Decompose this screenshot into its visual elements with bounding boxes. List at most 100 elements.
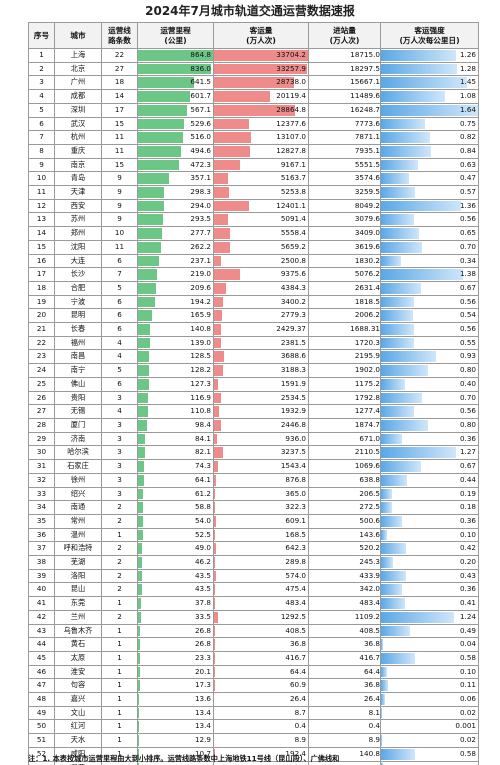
table-row: 40 昆山 2 43.5 475.4 342.0 0.36: [28, 582, 479, 598]
intensity-value: 0.43: [459, 570, 476, 580]
cell-mileage: 864.8: [137, 48, 214, 63]
header-city: 城市: [54, 22, 102, 49]
mileage-bar: [138, 611, 141, 623]
mileage-bar: [138, 282, 157, 294]
mileage-bar: [138, 392, 149, 404]
volume-bar: [214, 611, 218, 623]
cell-city: 合肥: [54, 280, 102, 296]
cell-rank: 3: [28, 75, 55, 91]
cell-volume: 9375.6: [213, 267, 309, 282]
mileage-value: 836.0: [190, 63, 211, 73]
cell-city: 重庆: [54, 143, 102, 159]
cell-intensity: 0.001: [380, 719, 479, 735]
table-row: 50 红河 1 13.4 0.4 0.4 0.001: [28, 719, 479, 735]
cell-mileage: 140.8: [137, 322, 214, 337]
intensity-value: 0.06: [459, 694, 476, 704]
cell-intensity: 0.54: [380, 308, 479, 324]
volume-bar: [214, 365, 223, 376]
intensity-bar: [381, 187, 415, 198]
volume-bar: [214, 378, 219, 390]
cell-mileage: 194.2: [137, 294, 214, 310]
cell-entries: 638.8: [308, 472, 381, 488]
cell-intensity: 0.80: [380, 417, 479, 433]
volume-bar: [214, 543, 216, 555]
volume-value: 5659.2: [280, 241, 306, 251]
intensity-value: 1.45: [459, 77, 476, 87]
cell-mileage: 12.9: [137, 733, 214, 748]
cell-rank: 2: [28, 61, 55, 77]
table-row: 43 乌鲁木齐 1 26.8 408.5 408.5 0.49: [28, 623, 479, 639]
cell-intensity: 1.08: [380, 89, 479, 104]
cell-city: 哈尔滨: [54, 445, 102, 461]
cell-intensity: 0.02: [380, 733, 479, 748]
cell-mileage: 52.5: [137, 527, 214, 543]
mileage-value: 58.8: [194, 502, 211, 512]
cell-lines: 1: [101, 623, 138, 639]
cell-rank: 22: [28, 335, 55, 351]
cell-intensity: 1.28: [380, 61, 479, 77]
cell-rank: 19: [28, 294, 55, 310]
cell-entries: 0.4: [308, 719, 381, 735]
volume-value: 2534.5: [280, 392, 306, 402]
mileage-value: 110.8: [190, 406, 211, 416]
cell-rank: 47: [28, 678, 55, 694]
cell-intensity: 0.75: [380, 116, 479, 132]
cell-mileage: 64.1: [137, 472, 214, 488]
cell-volume: 322.3: [213, 500, 309, 515]
volume-bar: [214, 433, 217, 445]
mileage-value: 13.4: [194, 707, 211, 717]
mileage-value: 237.1: [190, 255, 211, 265]
cell-intensity: 0.70: [380, 239, 479, 255]
volume-value: 1591.9: [280, 378, 306, 388]
volume-bar: [214, 241, 230, 253]
cell-volume: 12401.1: [213, 198, 309, 214]
cell-entries: 408.5: [308, 623, 381, 639]
mileage-value: 33.5: [194, 611, 211, 621]
cell-rank: 20: [28, 308, 55, 324]
cell-volume: 416.7: [213, 650, 309, 666]
cell-volume: 8.9: [213, 733, 309, 748]
volume-value: 936.0: [285, 433, 306, 443]
cell-intensity: 0.56: [380, 322, 479, 337]
volume-bar: [214, 282, 227, 294]
cell-volume: 8.7: [213, 705, 309, 721]
intensity-value: 0.18: [459, 502, 476, 512]
cell-city: 文山: [54, 705, 102, 721]
mileage-value: 46.2: [194, 557, 211, 567]
volume-value: 2779.3: [280, 310, 306, 320]
cell-lines: 1: [101, 719, 138, 735]
intensity-bar: [381, 228, 420, 239]
mileage-bar: [138, 77, 194, 89]
mileage-bar: [138, 680, 140, 692]
cell-city: 无锡: [54, 404, 102, 419]
volume-value: 12827.8: [276, 145, 306, 155]
intensity-bar: [381, 584, 403, 596]
intensity-bar: [381, 200, 462, 212]
cell-lines: 3: [101, 390, 138, 406]
cell-lines: 1: [101, 664, 138, 680]
table-row: 32 徐州 3 64.1 876.8 638.8 0.44: [28, 472, 479, 488]
intensity-bar: [381, 50, 456, 61]
intensity-value: 1.36: [459, 200, 476, 210]
cell-rank: 51: [28, 733, 55, 748]
cell-entries: 15667.1: [308, 75, 381, 91]
cell-entries: 1830.2: [308, 253, 381, 269]
cell-mileage: 82.1: [137, 445, 214, 461]
cell-mileage: 219.0: [137, 267, 214, 282]
intensity-bar: [381, 104, 478, 116]
cell-city: 嘉兴: [54, 692, 102, 707]
cell-lines: 3: [101, 486, 138, 502]
cell-city: 上海: [54, 48, 102, 63]
cell-entries: 1902.0: [308, 363, 381, 378]
table-row: 53三亚18.47.67.60.03: [28, 760, 479, 765]
mileage-value: 294.0: [190, 200, 211, 210]
cell-mileage: 26.8: [137, 623, 214, 639]
cell-volume: 13107.0: [213, 130, 309, 145]
cell-entries: 671.0: [308, 431, 381, 447]
mileage-value: 17.3: [194, 680, 211, 690]
cell-lines: 9: [101, 171, 138, 187]
cell-city: 天津: [54, 185, 102, 200]
footnote: 注：1. 本表按城市运营里程由大到小排序。运营线路条数中上海地铁11号线（昆山段…: [28, 754, 340, 763]
mileage-bar: [138, 365, 150, 376]
intensity-bar: [381, 598, 406, 609]
